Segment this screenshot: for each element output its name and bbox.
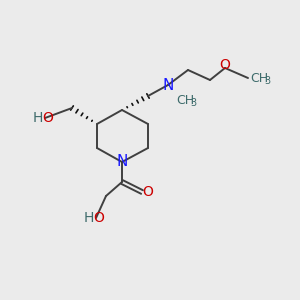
- Text: O: O: [142, 185, 153, 199]
- Text: O: O: [94, 211, 104, 225]
- Text: N: N: [162, 77, 174, 92]
- Text: N: N: [116, 154, 128, 169]
- Text: 3: 3: [264, 76, 270, 86]
- Text: 3: 3: [190, 98, 196, 108]
- Text: H: H: [33, 111, 43, 125]
- Text: CH: CH: [250, 71, 268, 85]
- Text: O: O: [43, 111, 53, 125]
- Text: O: O: [220, 58, 230, 72]
- Text: CH: CH: [176, 94, 194, 106]
- Text: H: H: [84, 211, 94, 225]
